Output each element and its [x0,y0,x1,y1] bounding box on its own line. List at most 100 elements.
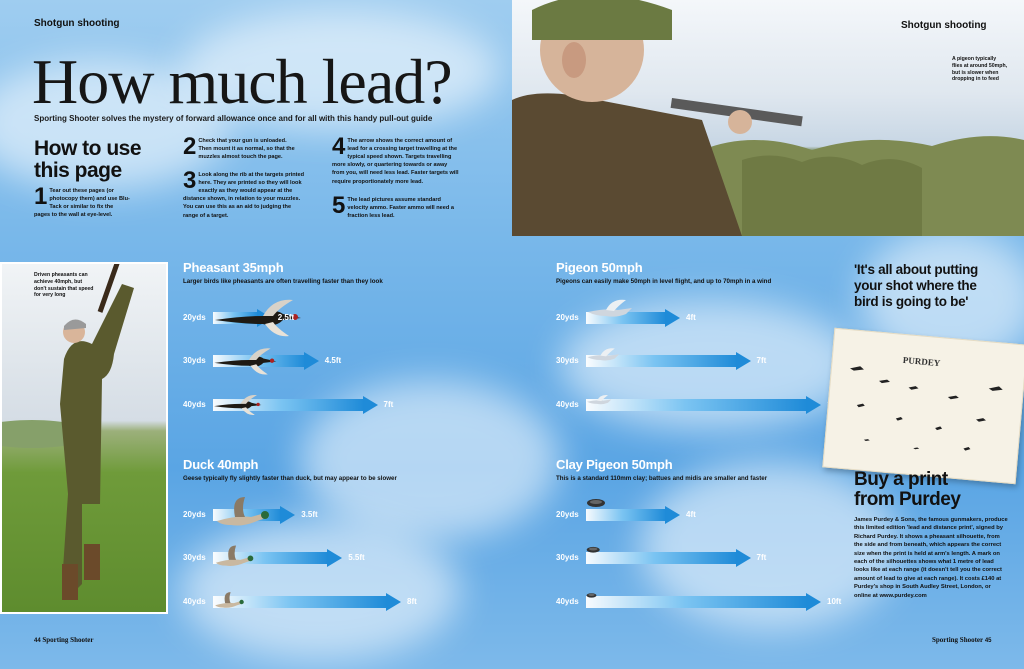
pheasant-icon [213,347,279,379]
cloud [180,520,460,660]
lead-value: 10ft [827,597,842,606]
range-label: 20yds [556,510,579,519]
range-label: 20yds [556,313,579,322]
hunter-photo-caption: A pigeon typically flies at around 50mph… [952,56,1008,83]
step-1: 1 Tear out these pages (or photocopy the… [34,183,130,219]
section-desc-pigeon: Pigeons can easily make 50mph in level f… [556,278,772,285]
section-desc-pheasant: Larger birds like pheasants are often tr… [183,278,383,285]
footer-left: 44 Sporting Shooter [34,636,94,644]
lead-arrow [213,593,401,611]
step-3: 3 Look along the rib at the targets prin… [183,167,305,220]
arrow-shaft [586,355,737,367]
section-title-pigeon: Pigeon 50mph [556,260,643,275]
duck-icon [213,495,273,540]
arrow-head [665,506,680,524]
lead-value: 4ft [686,510,696,519]
section-title-duck: Duck 40mph [183,457,259,472]
pigeon-icon [586,298,636,329]
page-title: How much lead? [32,46,453,117]
step-text: Tear out these pages (or photocopy them)… [34,188,130,219]
lead-value: 2.5ft [277,313,295,322]
step-text: Look along the rib at the targets printe… [183,172,305,219]
duck-icon [213,544,256,576]
arrow-head [665,309,680,327]
pigeon-icon [586,394,614,411]
step-text: The arrow shows the correct amount of le… [332,138,459,185]
range-label: 20yds [183,313,206,322]
lead-arrow [586,549,751,567]
section-desc-duck: Geese typically fly slightly faster than… [183,475,397,482]
lead-value: 3.5ft [301,510,318,519]
range-label: 30yds [556,356,579,365]
range-label: 40yds [556,597,579,606]
hunter-scene [512,0,1024,236]
arrow-head [806,593,821,611]
clay-icon [586,591,597,601]
arrow-head [735,352,751,370]
arrow-shaft [213,399,364,411]
lead-arrow [586,506,680,524]
cloud [180,10,500,130]
step-number: 5 [332,192,346,219]
clay-icon [586,544,600,557]
print-heading: Buy a print from Purdey [854,469,961,510]
shooter-photo: Driven pheasants can achieve 40mph, but … [0,262,168,614]
page-subtitle: Sporting Shooter solves the mystery of f… [34,114,433,123]
step-text: The lead pictures assume standard veloci… [347,197,454,220]
print-heading-line2: from Purdey [854,488,961,510]
range-label: 30yds [556,553,579,562]
hunter-photo: Shotgun shooting A pigeon typically flie… [512,0,1024,236]
arrow-head [362,396,378,414]
shooter-figure [2,264,134,600]
arrow-shaft [586,552,737,564]
step-text: Check that your gun is unloaded. Then mo… [198,138,295,161]
lead-value: 7ft [756,553,767,562]
section-desc-clay: This is a standard 110mm clay; battues a… [556,475,768,482]
section-tag-right: Shotgun shooting [901,20,987,31]
step-4: 4 The arrow shows the correct amount of … [332,133,460,186]
magazine-name: Sporting Shooter [932,636,984,644]
page-number: 44 [34,638,41,644]
arrow-head [806,396,821,414]
magazine-name: Sporting Shooter [42,636,94,644]
lead-arrow [586,396,821,414]
pull-quote: 'It's all about putting your shot where … [854,262,979,310]
arrow-shaft [213,596,387,608]
lead-value: 4ft [686,313,696,322]
arrow-shaft [586,596,807,608]
page-number: 45 [984,638,992,644]
lead-value: 7ft [756,356,767,365]
arrow-shaft [586,509,666,521]
section-title-clay: Clay Pigeon 50mph [556,457,673,472]
lead-arrow [586,593,821,611]
print-heading-line1: Buy a print [854,469,948,490]
range-label: 40yds [556,400,579,409]
lead-value: 7ft [383,400,394,409]
step-number: 4 [332,133,346,160]
step-5: 5 The lead pictures assume standard velo… [332,192,460,220]
arrow-shaft [586,399,807,411]
arrow-head [280,506,296,524]
range-label: 30yds [183,553,206,562]
section-title-pheasant: Pheasant 35mph [183,260,284,275]
arrow-head [735,549,751,567]
step-number: 1 [34,183,48,210]
lead-value: 5.5ft [348,553,365,562]
range-label: 40yds [183,400,206,409]
clay-icon [586,495,606,513]
lead-arrow [213,396,378,414]
print-silhouettes [849,366,1003,451]
print-body-text: James Purdey & Sons, the famous gunmaker… [854,517,1008,599]
duck-icon [213,591,246,616]
range-label: 20yds [183,510,206,519]
howto-heading-line2: this page [34,159,122,183]
step-number: 3 [183,167,197,194]
step-2: 2 Check that your gun is unloaded. Then … [183,134,301,161]
lead-value: 4.5ft [324,356,342,365]
pheasant-icon [213,394,264,419]
range-label: 40yds [183,597,206,606]
photo-caption: Driven pheasants can achieve 40mph, but … [34,272,94,299]
pigeon-icon [586,347,622,369]
lead-arrow [586,352,751,370]
lead-value: 8ft [407,597,417,606]
